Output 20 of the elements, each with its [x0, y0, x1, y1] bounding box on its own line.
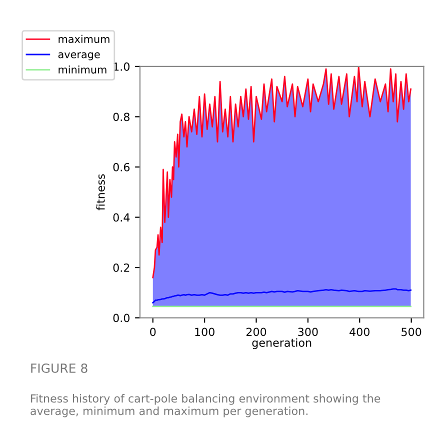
y-tick-label: 1.0: [114, 62, 130, 71]
caption: FIGURE 8: [31, 363, 88, 373]
y-tick-label: 0.0: [113, 314, 130, 322]
y-tick-label: 0.2: [113, 264, 130, 272]
x-tick-label: 100: [195, 328, 214, 336]
x-axis-title: generation: [252, 338, 312, 350]
x-tick-label: 300: [298, 328, 318, 336]
line-series: [152, 288, 412, 304]
x-tick-label: 400: [350, 328, 370, 336]
legend-label: maximum: [58, 34, 110, 43]
y-tick-label: 0.6: [113, 162, 130, 172]
x-tick-label: 500: [402, 328, 422, 336]
x-tick-label: 0: [150, 328, 156, 336]
y-tick-label: 0.4: [113, 213, 130, 222]
legend-label: average: [58, 52, 100, 60]
text: Fitness history of cart-pole balancing environment showing the average, minimum and maximum per generation.: [30, 394, 380, 418]
legend-label: minimum: [58, 66, 106, 74]
x-tick-label: 200: [246, 328, 266, 336]
y-tick-label: 0.8: [113, 112, 130, 122]
y-axis-title: fitness: [96, 174, 105, 210]
